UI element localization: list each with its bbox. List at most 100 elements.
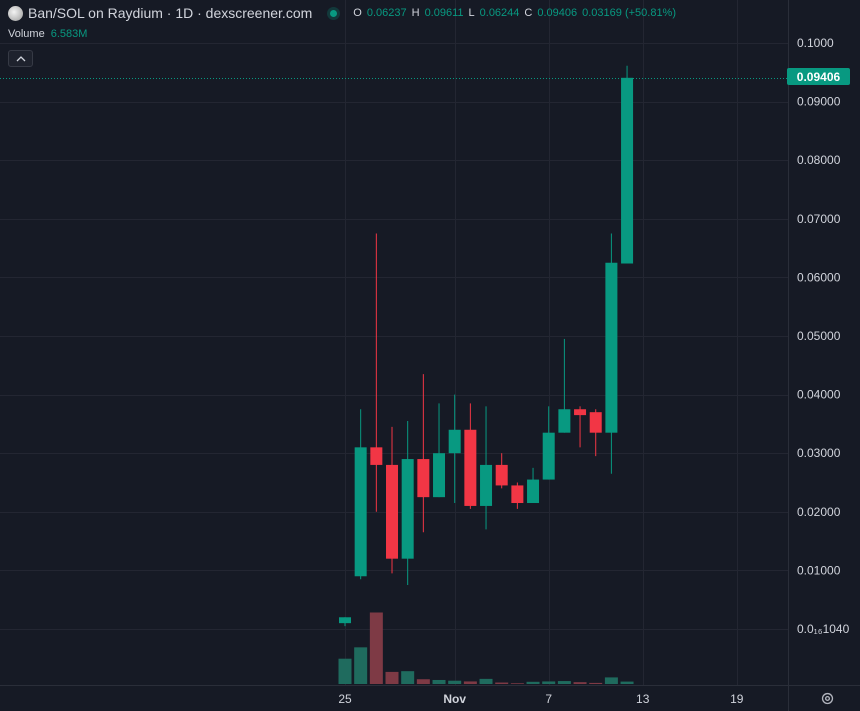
candle-body	[448, 429, 461, 454]
candle-body	[370, 447, 383, 465]
volume-bar	[448, 680, 462, 684]
settings-button[interactable]	[819, 691, 836, 708]
candle-body	[574, 409, 587, 416]
candle	[464, 403, 477, 509]
volume-value: 6.583M	[50, 28, 88, 40]
volume-bar	[604, 677, 618, 684]
price-change: 0.03169 (+50.81%)	[582, 7, 677, 19]
candle	[417, 374, 430, 533]
candle-body	[495, 464, 508, 486]
candle-body	[511, 485, 524, 504]
volume-bar	[573, 682, 587, 684]
candle-body	[464, 429, 477, 506]
candle-body	[480, 464, 493, 506]
y-tick-label: 0.0₁₆1040	[797, 622, 850, 636]
candle	[574, 406, 587, 448]
candle	[605, 233, 618, 474]
close-label: C	[524, 7, 533, 19]
volume-legend: Volume 6.583M	[8, 28, 87, 40]
x-tick-label: 13	[636, 692, 650, 706]
x-tick-label: Nov	[443, 692, 466, 706]
candle	[401, 420, 414, 586]
chevron-up-icon	[16, 56, 25, 62]
candles	[339, 65, 634, 627]
token-logo-icon	[8, 5, 23, 21]
candle	[558, 338, 571, 433]
candle-body	[386, 464, 399, 559]
candle	[354, 409, 367, 580]
candle	[370, 233, 383, 512]
volume-bar	[354, 647, 368, 684]
open-value: 0.06237	[366, 7, 407, 19]
candle	[448, 394, 461, 504]
candle	[495, 453, 508, 489]
volume-bar	[338, 658, 352, 684]
x-tick-label: 25	[338, 692, 352, 706]
x-tick-label: 19	[730, 692, 744, 706]
y-tick-label: 0.06000	[797, 270, 841, 284]
volume-bar	[401, 671, 415, 684]
candle-body	[433, 453, 446, 498]
candle-body	[401, 459, 414, 559]
candle-body	[354, 447, 367, 577]
y-tick-label: 0.08000	[797, 153, 841, 167]
volume-bars	[338, 612, 634, 684]
candle-body	[558, 409, 571, 433]
candle-body	[542, 432, 555, 480]
candle-body	[417, 459, 430, 498]
volume-bar	[385, 671, 399, 684]
current-price-label: 0.09406	[787, 68, 850, 85]
collapse-legend-button[interactable]	[8, 50, 33, 67]
x-tick-label: 7	[545, 692, 552, 706]
volume-bar	[479, 678, 493, 684]
open-label: O	[353, 7, 362, 19]
volume-bar	[620, 681, 634, 684]
volume-label: Volume	[8, 28, 45, 40]
high-value: 0.09611	[424, 7, 464, 19]
candle	[480, 406, 493, 530]
y-tick-label: 0.03000	[797, 446, 841, 460]
y-tick-label: 0.05000	[797, 329, 841, 343]
candle-body	[621, 77, 634, 264]
candle	[527, 467, 540, 504]
volume-bar	[495, 682, 509, 684]
y-tick-label: 0.07000	[797, 212, 841, 226]
y-tick-label: 0.09000	[797, 95, 841, 109]
y-tick-label: 0.04000	[797, 388, 841, 402]
volume-bar	[463, 681, 477, 684]
volume-bar	[416, 679, 430, 684]
candle-body	[589, 412, 602, 433]
volume-bar	[510, 683, 524, 684]
volume-bar	[542, 681, 556, 684]
candle-body	[527, 479, 540, 504]
candle	[339, 617, 351, 627]
volume-bar	[589, 682, 603, 684]
candle	[589, 409, 602, 457]
high-label: H	[411, 7, 420, 19]
y-axis-labels: 0.1000 0.09000 0.08000 0.07000 0.06000 0.0500…	[797, 36, 850, 636]
candle	[511, 482, 524, 509]
x-axis-labels: 25 Nov 7 13 19	[338, 692, 743, 706]
low-value: 0.06244	[479, 7, 520, 19]
chart-title: Ban/SOL on Raydium · 1D · dexscreener.co…	[28, 5, 313, 21]
close-value: 0.09406	[537, 7, 578, 19]
volume-bar	[526, 681, 540, 684]
y-tick-label: 0.01000	[797, 563, 841, 577]
gear-icon	[821, 692, 834, 705]
candle	[386, 426, 399, 574]
y-tick-label: 0.1000	[797, 36, 834, 50]
candle-body	[605, 262, 618, 433]
y-tick-label: 0.02000	[797, 505, 841, 519]
candle	[621, 65, 634, 264]
ohlc-legend: O 0.06237 H 0.09611 L 0.06244 C 0.09406 0.03…	[353, 7, 676, 19]
low-label: L	[468, 7, 475, 19]
volume-bar	[557, 681, 571, 684]
candle-body	[339, 617, 351, 624]
candle	[433, 403, 446, 498]
candle	[542, 406, 555, 480]
market-status-icon	[330, 9, 338, 17]
chart-header: Ban/SOL on Raydium · 1D · dexscreener.co…	[8, 4, 676, 22]
volume-bar	[369, 612, 383, 684]
